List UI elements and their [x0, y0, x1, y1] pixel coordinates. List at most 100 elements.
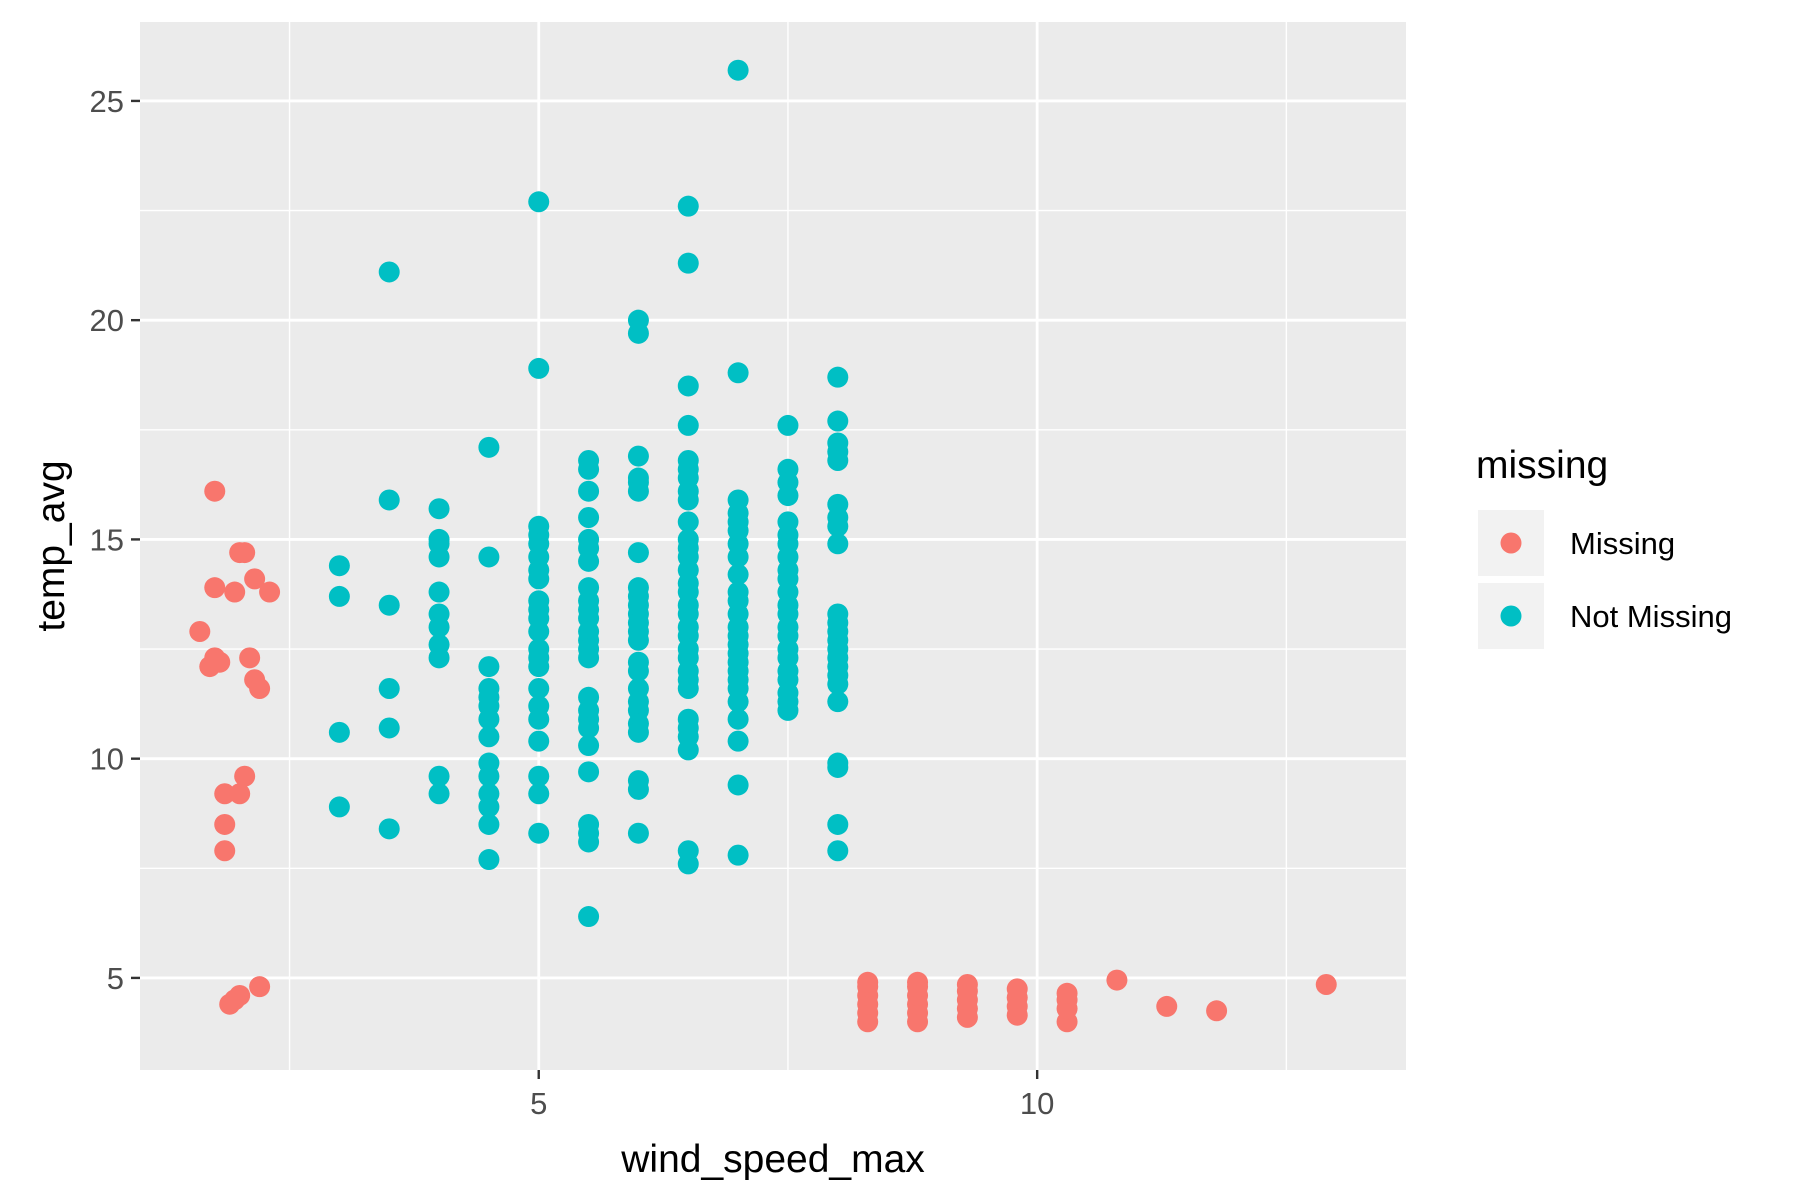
data-point — [328, 796, 350, 818]
data-point — [777, 485, 799, 507]
data-point — [827, 366, 849, 388]
data-point — [528, 357, 550, 379]
data-point — [378, 818, 400, 840]
data-point — [428, 616, 450, 638]
data-point — [727, 546, 749, 568]
data-point — [677, 414, 699, 436]
data-point — [214, 783, 236, 805]
data-point — [827, 756, 849, 778]
data-point — [189, 621, 211, 643]
data-point — [727, 59, 749, 81]
data-point — [224, 581, 246, 603]
data-point — [428, 647, 450, 669]
data-points — [189, 59, 1337, 1033]
data-point — [204, 480, 226, 502]
data-point — [1106, 969, 1128, 991]
data-point — [677, 375, 699, 397]
data-point — [677, 678, 699, 700]
data-point — [578, 458, 600, 480]
data-point — [249, 678, 271, 700]
data-point — [249, 976, 271, 998]
data-point — [378, 261, 400, 283]
data-point — [209, 651, 231, 673]
y-tick-label: 15 — [90, 522, 124, 557]
data-point — [428, 783, 450, 805]
data-point — [478, 796, 500, 818]
data-point — [204, 577, 226, 599]
data-point — [627, 322, 649, 344]
data-point — [578, 480, 600, 502]
data-point — [229, 984, 251, 1006]
data-point — [627, 445, 649, 467]
data-point — [1056, 982, 1078, 1004]
data-point — [578, 761, 600, 783]
data-point — [528, 765, 550, 787]
data-point — [478, 708, 500, 730]
data-point — [727, 691, 749, 713]
data-point — [229, 783, 251, 805]
data-point — [478, 849, 500, 871]
x-tick-label: 10 — [1020, 1086, 1054, 1121]
data-point — [528, 678, 550, 700]
data-point — [378, 489, 400, 511]
data-point — [1315, 973, 1337, 995]
data-point — [328, 585, 350, 607]
data-point — [328, 721, 350, 743]
data-point — [677, 511, 699, 533]
data-point — [727, 844, 749, 866]
minor-gridlines — [140, 22, 1406, 1070]
data-point — [677, 252, 699, 274]
y-axis-title: temp_avg — [30, 460, 73, 631]
x-axis-title: wind_speed_max — [620, 1138, 925, 1181]
data-point — [428, 546, 450, 568]
data-point — [677, 489, 699, 511]
data-point — [214, 813, 236, 835]
legend-label: Missing — [1570, 526, 1675, 561]
legend-key-point — [1500, 605, 1522, 627]
x-tick-label: 5 — [530, 1086, 547, 1121]
data-point — [627, 629, 649, 651]
legend-label: Not Missing — [1570, 599, 1732, 634]
data-point — [956, 973, 978, 995]
data-point — [777, 414, 799, 436]
data-point — [478, 813, 500, 835]
data-point — [428, 765, 450, 787]
data-point — [478, 765, 500, 787]
data-point — [378, 594, 400, 616]
data-point — [827, 515, 849, 537]
data-point — [727, 774, 749, 796]
legend-items: Missing Not Missing — [1478, 510, 1732, 649]
data-point — [478, 726, 500, 748]
y-tick-label: 25 — [90, 84, 124, 119]
data-point — [627, 480, 649, 502]
data-point — [478, 546, 500, 568]
data-point — [234, 542, 256, 564]
data-point — [857, 971, 879, 993]
major-gridlines — [140, 22, 1406, 1070]
data-point — [528, 708, 550, 730]
data-point — [627, 822, 649, 844]
legend: missing Missing Not Missing — [1476, 444, 1732, 649]
legend-title: missing — [1476, 444, 1608, 487]
data-point — [378, 717, 400, 739]
data-point — [528, 783, 550, 805]
data-point — [578, 717, 600, 739]
data-point — [478, 656, 500, 678]
data-point — [677, 195, 699, 217]
data-point — [1006, 978, 1028, 1000]
y-tick-label: 5 — [107, 961, 124, 996]
data-point — [528, 656, 550, 678]
legend-key-point — [1500, 532, 1522, 554]
data-point — [827, 410, 849, 432]
data-point — [428, 581, 450, 603]
axes: 5 10 5 10 15 20 25 — [90, 84, 1055, 1121]
data-point — [528, 191, 550, 213]
data-point — [627, 542, 649, 564]
data-point — [627, 660, 649, 682]
data-point — [578, 506, 600, 528]
data-point — [907, 971, 929, 993]
data-point — [578, 735, 600, 757]
data-point — [578, 647, 600, 669]
data-point — [578, 906, 600, 928]
